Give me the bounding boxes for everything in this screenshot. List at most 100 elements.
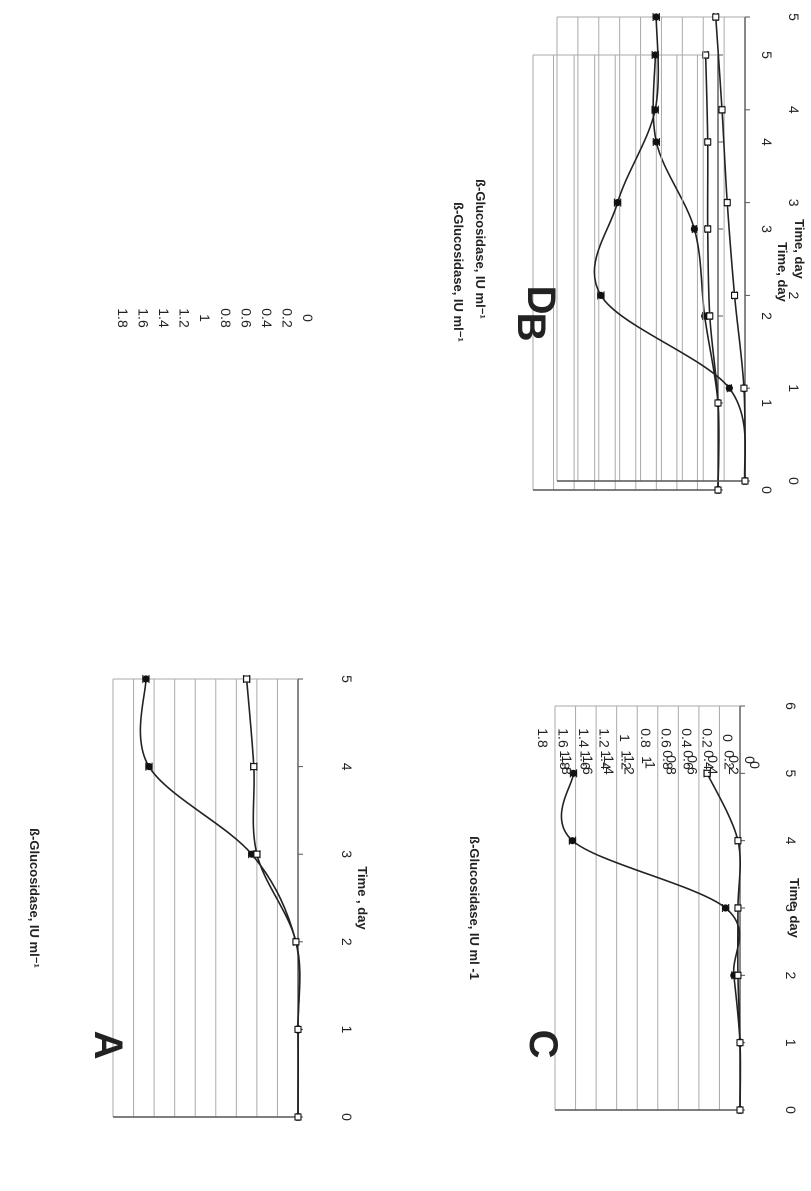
- x-tick-label: 5: [759, 51, 775, 59]
- y-tick-label: 1.8: [557, 750, 573, 770]
- x-axis-title: Time , day: [355, 866, 370, 930]
- data-point: [597, 291, 605, 299]
- y-tick-label: 1: [197, 314, 213, 322]
- y-tick-label: 1.8: [559, 755, 575, 775]
- y-tick-label: 0.8: [638, 728, 654, 748]
- panel-letter: B: [509, 313, 553, 342]
- data-point-open: [706, 312, 714, 320]
- data-point: [690, 225, 698, 233]
- y-tick-label: 1.2: [177, 308, 193, 328]
- chart-panel-a: 0 0.20.4 0.60.8 1 1.2 1.41.6 1.8 0 1 2 3 4 5 A Time …: [27, 308, 370, 1121]
- data-point: [725, 384, 733, 392]
- y-tick-label: 0.6: [658, 728, 674, 748]
- x-tick-label: 3: [759, 225, 775, 233]
- x-tick-label: 1: [783, 1039, 799, 1047]
- x-tick-label: 2: [783, 971, 799, 979]
- data-point-open: [294, 1025, 302, 1033]
- y-tick-label: 0.4: [705, 755, 721, 775]
- data-point-open: [704, 138, 712, 146]
- y-tick-label: 0: [720, 734, 736, 742]
- x-tick-label: 4: [339, 763, 355, 771]
- y-tick-label: 0.8: [218, 308, 234, 328]
- y-tick-label: 1.8: [115, 308, 131, 328]
- data-point-open: [712, 13, 720, 21]
- x-tick-label: 0: [786, 477, 802, 485]
- x-tick-label: 1: [786, 384, 802, 392]
- y-axis-title: ß-Glucosidase, IU ml -1: [467, 836, 482, 980]
- x-tick-label: 0: [339, 1113, 355, 1121]
- series-line: [245, 678, 301, 1118]
- y-tick-label: 1.6: [136, 308, 152, 328]
- x-tick-label: 5: [786, 13, 802, 21]
- gridlines: [532, 54, 723, 491]
- data-point-open: [714, 399, 722, 407]
- y-tick-label: 0.8: [660, 750, 676, 770]
- series-line: [560, 773, 742, 1111]
- data-point: [142, 675, 150, 683]
- y-tick-label: 0.2: [726, 755, 742, 775]
- y-tick-label: 0.2: [699, 728, 715, 748]
- data-point-open: [704, 225, 712, 233]
- x-tick-label: 5: [339, 675, 355, 683]
- x-axis-title: Time, day: [792, 219, 807, 280]
- y-tick-label: 0.6: [238, 308, 254, 328]
- data-point-open: [736, 1106, 744, 1114]
- y-tick-label: 1.4: [576, 728, 592, 748]
- x-axis-title: Time, day: [775, 242, 790, 303]
- series-line: [704, 54, 720, 491]
- gridlines: [112, 678, 303, 1118]
- data-point-open: [292, 938, 300, 946]
- y-axis-title: ß-Glucosidase, IU ml⁻¹: [473, 179, 488, 319]
- data-point-open: [718, 106, 726, 114]
- y-tick-label: 0.6: [684, 755, 700, 775]
- y-tick-label: 0: [742, 756, 758, 764]
- y-tick-label: 1.4: [598, 750, 614, 770]
- data-point-open: [741, 477, 749, 485]
- y-axis-title: ß-Glucosidase, IU ml⁻¹: [27, 828, 42, 968]
- y-tick-label: 1: [617, 734, 633, 742]
- y-tick-label: 0.6: [680, 750, 696, 770]
- y-tick-label: 1.2: [597, 728, 613, 748]
- data-point-open: [736, 1039, 744, 1047]
- y-tick-label: 1: [643, 761, 659, 769]
- data-point-open: [734, 837, 742, 845]
- series-line: [593, 16, 747, 482]
- data-point: [569, 769, 578, 777]
- data-point-open: [731, 291, 739, 299]
- data-point-open: [740, 384, 748, 392]
- chart-panel-b: 0 0.20.4 0.60.8 1 1.2 1.41.6 1.8 0 1 2 3 4 5 B Time,…: [451, 51, 790, 748]
- y-tick-label: 1.6: [556, 728, 572, 748]
- data-point-open: [253, 850, 261, 858]
- x-tick-label: 4: [783, 837, 799, 845]
- y-tick-label: 0: [747, 761, 763, 769]
- data-point: [568, 837, 577, 845]
- y-tick-label: 0.8: [663, 755, 679, 775]
- x-tick-label: 2: [339, 938, 355, 946]
- y-tick-label: 1: [639, 756, 655, 764]
- y-tick-label: 0.2: [721, 750, 737, 770]
- data-point: [652, 138, 660, 146]
- y-tick-label: 1.2: [622, 755, 638, 775]
- plot-area: [560, 769, 744, 1114]
- y-tick-label: 1.2: [619, 750, 635, 770]
- x-tick-label: 3: [783, 904, 799, 912]
- y-tick-label: 1.6: [580, 755, 596, 775]
- x-axis-title: Time, day: [787, 878, 802, 939]
- data-point: [652, 13, 660, 21]
- data-point-open: [250, 763, 258, 771]
- y-tick-label: 0: [300, 314, 316, 322]
- data-point-open: [734, 971, 742, 979]
- data-point: [145, 763, 153, 771]
- y-tick-label: 1.8: [535, 728, 551, 748]
- y-tick-label: 0.4: [701, 750, 717, 770]
- x-tick-label: 3: [786, 199, 802, 207]
- data-point: [722, 904, 730, 912]
- plot-area: [651, 51, 722, 494]
